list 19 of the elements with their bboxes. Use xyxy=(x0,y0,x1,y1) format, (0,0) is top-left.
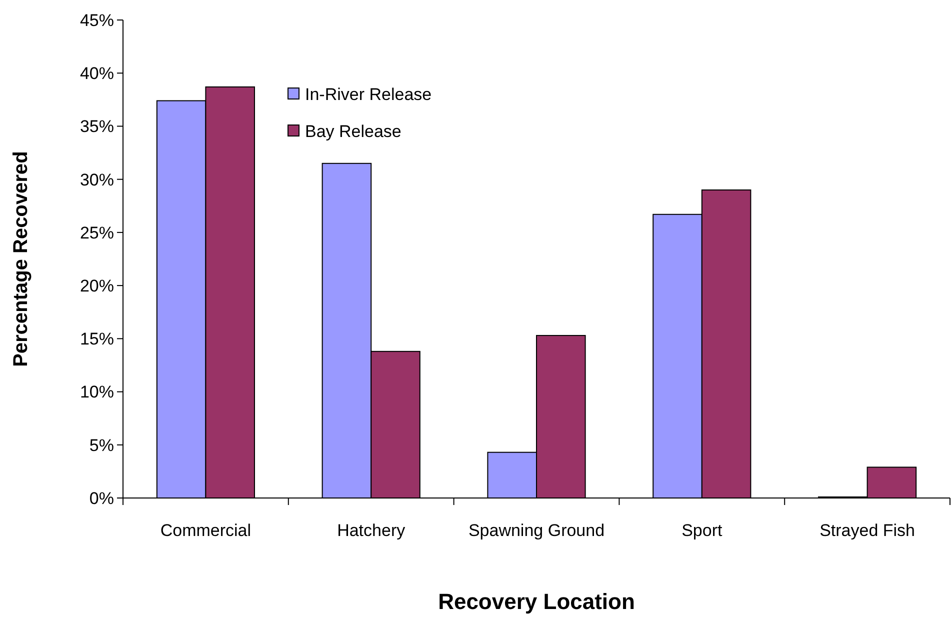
y-tick-label: 0% xyxy=(89,488,114,508)
x-tick-label: Strayed Fish xyxy=(820,521,916,540)
legend-label: In-River Release xyxy=(305,84,432,104)
y-tick-label: 15% xyxy=(80,330,114,349)
y-tick-label: 35% xyxy=(80,117,114,136)
y-axis-title: Percentage Recovered xyxy=(10,151,32,367)
x-tick-label: Spawning Ground xyxy=(468,521,605,540)
y-tick-label: 45% xyxy=(80,10,114,30)
y-tick-label: 10% xyxy=(80,382,114,402)
y-tick-label: 5% xyxy=(89,436,114,455)
y-tick-label: 30% xyxy=(80,170,114,190)
y-tick-label: 40% xyxy=(80,64,114,84)
x-tick-label: Sport xyxy=(682,521,722,540)
x-tick-label: Hatchery xyxy=(337,521,406,540)
x-axis-title: Recovery Location xyxy=(438,589,635,614)
legend-label: Bay Release xyxy=(305,122,402,141)
y-tick-label: 20% xyxy=(80,276,114,296)
x-tick-label: Commercial xyxy=(160,521,252,540)
y-tick-label: 25% xyxy=(80,223,114,242)
